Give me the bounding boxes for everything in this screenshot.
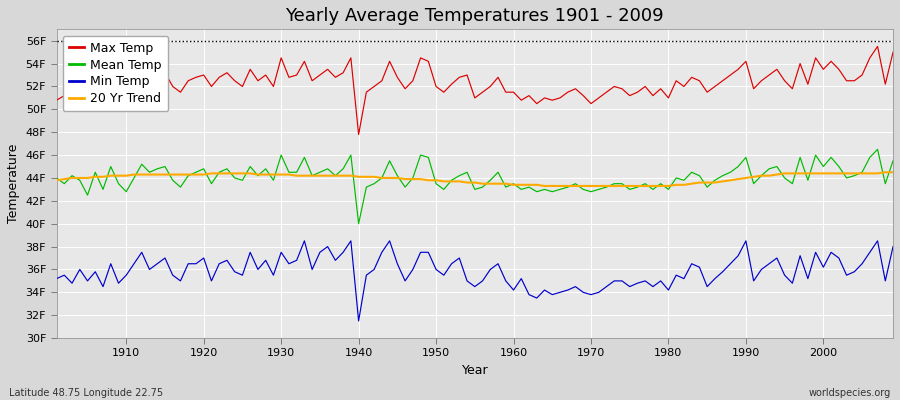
Title: Yearly Average Temperatures 1901 - 2009: Yearly Average Temperatures 1901 - 2009 [285,7,664,25]
X-axis label: Year: Year [462,364,488,377]
Text: worldspecies.org: worldspecies.org [809,388,891,398]
Legend: Max Temp, Mean Temp, Min Temp, 20 Yr Trend: Max Temp, Mean Temp, Min Temp, 20 Yr Tre… [63,36,168,111]
Y-axis label: Temperature: Temperature [7,144,20,223]
Text: Latitude 48.75 Longitude 22.75: Latitude 48.75 Longitude 22.75 [9,388,163,398]
